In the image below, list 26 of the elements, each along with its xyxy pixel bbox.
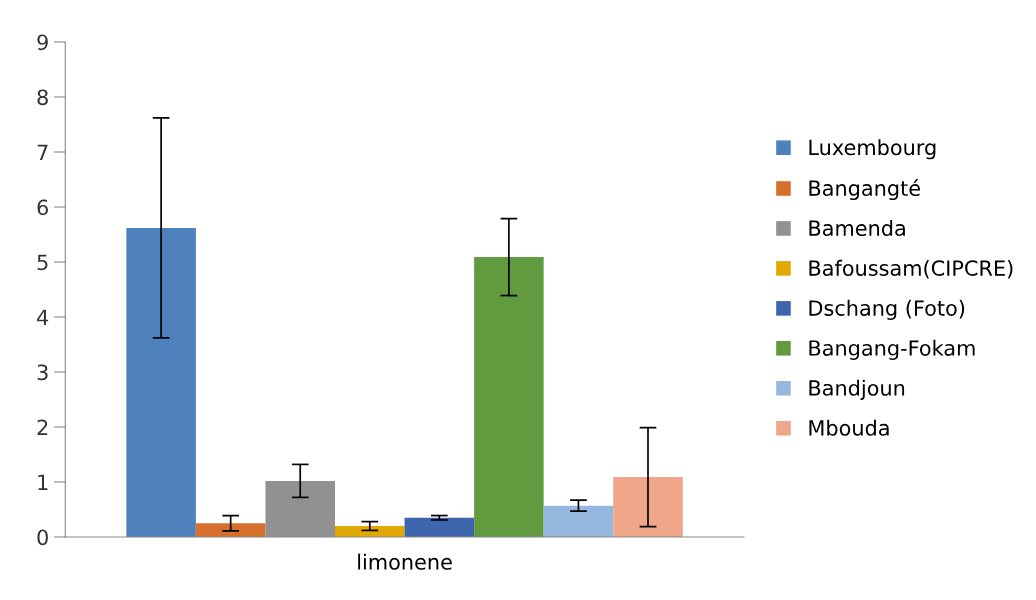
y-tick-label: 5 bbox=[37, 254, 48, 271]
bar bbox=[613, 477, 683, 537]
legend-label: Bangangté bbox=[809, 179, 920, 201]
bar bbox=[543, 505, 614, 537]
y-tick-label: 4 bbox=[37, 309, 49, 325]
legend-label: Mbouda bbox=[809, 419, 889, 436]
y-tick-label: 7 bbox=[37, 144, 48, 160]
bar bbox=[195, 523, 266, 537]
y-tick-label: 9 bbox=[37, 34, 48, 51]
legend-label: Bamenda bbox=[809, 219, 905, 237]
bar bbox=[126, 227, 196, 537]
y-tick-label: 6 bbox=[37, 199, 48, 216]
y-tick-label: 2 bbox=[37, 419, 48, 435]
legend-label: Dschang (Foto) bbox=[809, 299, 965, 320]
y-tick-label: 8 bbox=[37, 89, 48, 106]
y-tick-label: 0 bbox=[37, 529, 48, 546]
x-tick-label: limonene bbox=[358, 553, 452, 570]
legend-label: Luxembourg bbox=[809, 139, 936, 160]
bar bbox=[335, 526, 405, 537]
y-tick-label: 1 bbox=[38, 474, 48, 490]
legend-label: Bandjoun bbox=[809, 379, 905, 400]
y-tick-label: 3 bbox=[37, 364, 48, 381]
legend-label: Bangang-Fokam bbox=[809, 339, 975, 360]
bar bbox=[404, 517, 475, 537]
bar bbox=[474, 257, 544, 537]
legend-label: Bafoussam(CIPCRE) bbox=[809, 259, 1013, 279]
